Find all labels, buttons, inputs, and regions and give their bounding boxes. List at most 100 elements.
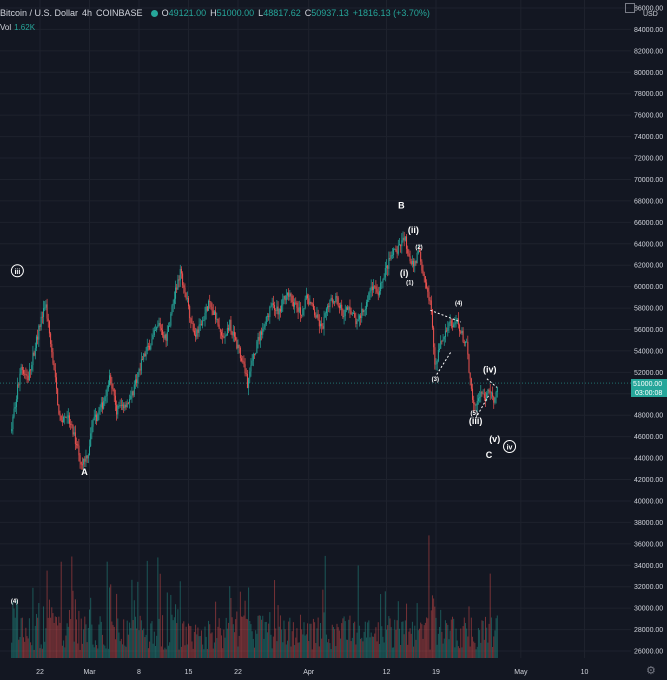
candle-body	[473, 399, 475, 405]
candle-body	[233, 331, 235, 337]
time-tick-label: 22	[36, 669, 44, 676]
candle-body	[455, 322, 457, 324]
volume-bar	[262, 615, 264, 658]
volume-bar	[490, 617, 492, 658]
volume-bar	[223, 629, 225, 658]
price-scale-toggle[interactable]	[625, 3, 635, 13]
candle-body	[236, 340, 238, 349]
candle-body	[296, 302, 298, 308]
volume-bar	[410, 633, 412, 658]
candle-body	[322, 326, 324, 329]
close-value: 50937.13	[311, 8, 349, 18]
volume-bar	[365, 637, 367, 658]
candle-body	[257, 336, 259, 342]
volume-bar	[159, 573, 161, 658]
volume-bar	[134, 616, 136, 658]
candle-body	[46, 304, 48, 319]
candle-body	[59, 413, 61, 416]
wave-label: iii	[14, 269, 20, 276]
volume-bar	[284, 629, 286, 658]
candle-body	[85, 455, 87, 462]
candle-body	[284, 296, 286, 301]
volume-bar	[158, 618, 160, 658]
price-tick-label: 64000.00	[634, 241, 663, 248]
candle-body	[200, 324, 202, 326]
candle-body	[103, 401, 105, 409]
volume-bar	[241, 616, 243, 658]
candle-body	[31, 365, 33, 371]
price-axis[interactable]: 26000.00 28000.00 30000.00 32000.00 34000.00…	[634, 6, 663, 656]
wave-label: C	[486, 450, 493, 460]
wave-trendline	[430, 309, 461, 323]
volume-bar	[455, 628, 457, 658]
volume-bar	[441, 631, 443, 658]
volume-bar	[84, 616, 86, 658]
volume-bar	[137, 581, 139, 658]
candle-body	[299, 307, 301, 315]
volume-bar	[452, 616, 453, 658]
candle-body	[477, 398, 479, 401]
volume-bar	[39, 648, 41, 658]
candle-body	[285, 295, 287, 301]
candle-body	[268, 316, 270, 318]
candle-body	[90, 433, 92, 447]
chart-grid	[0, 0, 631, 658]
volume-bar	[77, 643, 79, 658]
volume-bar	[180, 646, 182, 658]
candle-body	[265, 316, 267, 325]
volume-bar	[47, 617, 49, 658]
volume-bar	[328, 638, 330, 658]
volume-bar	[24, 641, 26, 658]
time-tick-label: 15	[185, 669, 193, 676]
volume-bar	[32, 587, 34, 658]
volume-bar	[308, 641, 310, 658]
volume-bar	[183, 621, 185, 658]
volume-label[interactable]: Vol	[0, 23, 12, 32]
volume-bar	[250, 624, 252, 658]
volume-bar	[136, 628, 138, 658]
volume-bar	[393, 647, 395, 658]
volume-bar	[252, 638, 254, 658]
candle-body	[158, 323, 160, 326]
volume-bar	[290, 646, 292, 658]
candle-body	[208, 301, 210, 311]
candle-body	[211, 306, 213, 311]
volume-bar	[206, 648, 208, 658]
volume-bar	[63, 640, 65, 658]
volume-bar	[215, 601, 217, 658]
candle-body	[403, 237, 405, 241]
candle-body	[474, 404, 476, 406]
volume-bar	[479, 630, 481, 658]
candle-body	[387, 265, 389, 269]
candle-body	[348, 306, 350, 310]
candle-body	[165, 334, 167, 341]
candle-body	[35, 336, 37, 349]
candle-body	[429, 300, 431, 302]
candle-body	[287, 292, 288, 296]
candle-body	[114, 395, 116, 405]
candle-body	[50, 333, 52, 344]
candle-body	[60, 415, 62, 421]
candle-body	[362, 308, 364, 313]
volume-bar	[124, 645, 126, 658]
volume-bar	[11, 642, 13, 658]
volume-bar	[482, 620, 484, 658]
volume-bar	[232, 624, 234, 658]
volume-bar	[204, 626, 206, 658]
candle-body	[389, 258, 391, 259]
candle-body	[125, 404, 127, 408]
settings-gear-icon[interactable]: ⚙	[646, 665, 656, 677]
volume-bar	[481, 620, 483, 658]
symbol-name[interactable]: Bitcoin / U.S. Dollar	[0, 8, 79, 18]
volume-bar	[117, 618, 119, 658]
volume-bar	[408, 631, 410, 658]
time-axis[interactable]: 22 Mar 8 15 22 Apr 12 19 May 10	[36, 669, 588, 676]
volume-bar	[480, 642, 482, 658]
volume-bar	[112, 625, 114, 658]
interval-label[interactable]: 4h	[82, 8, 93, 18]
volume-bar	[27, 638, 29, 658]
candle-body	[431, 309, 433, 328]
volume-bar	[487, 642, 489, 658]
candle-body	[99, 407, 101, 411]
